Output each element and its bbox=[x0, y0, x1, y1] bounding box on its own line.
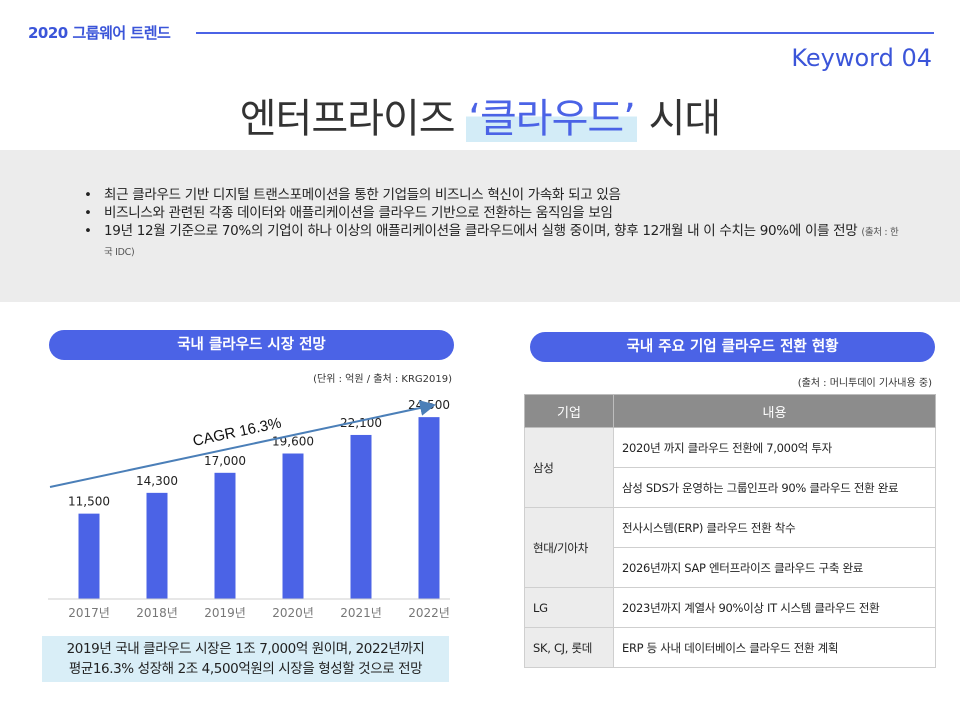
content-cell: 2020년 까지 클라우드 전환에 7,000억 투자 bbox=[613, 427, 936, 468]
bar-value-label: 19,600 bbox=[272, 435, 314, 449]
cagr-annotation: CAGR 16.3% bbox=[191, 415, 283, 450]
summary-box: 최근 클라우드 기반 디지털 트랜스포메이션을 통한 기업들의 비즈니스 혁신이… bbox=[0, 150, 960, 302]
table-row: 2026년까지 SAP 엔터프라이즈 클라우드 구축 완료 bbox=[525, 547, 936, 588]
title-highlight: ‘클라우드’ bbox=[466, 96, 637, 142]
table-row: 삼성 SDS가 운영하는 그룹인프라 90% 클라우드 전환 완료 bbox=[525, 467, 936, 508]
bar-value-label: 22,100 bbox=[340, 416, 382, 430]
page-title: 엔터프라이즈 ‘클라우드’ 시대 bbox=[0, 86, 960, 144]
summary-source-note: (출처 : 한국 IDC) bbox=[104, 227, 899, 258]
x-tick-label: 2017년 bbox=[68, 606, 110, 620]
bar-value-label: 11,500 bbox=[68, 495, 110, 509]
summary-bullet-1: 최근 클라우드 기반 디지털 트랜스포메이션을 통한 기업들의 비즈니스 혁신이… bbox=[84, 186, 904, 204]
chart-caption-line-1: 2019년 국내 클라우드 시장은 1조 7,000억 원이며, 2022년까지 bbox=[66, 641, 425, 657]
chart-unit-note: (단위 : 억원 / 출처 : KRG2019) bbox=[313, 374, 452, 385]
company-cloud-table: 기업 내용 삼성 2020년 까지 클라우드 전환에 7,000억 투자 삼성 SD… bbox=[524, 394, 936, 668]
bar-2018년 bbox=[146, 492, 168, 599]
content-cell: 전사시스템(ERP) 클라우드 전환 착수 bbox=[613, 507, 936, 548]
table-header-row: 기업 내용 bbox=[524, 394, 936, 428]
bar-value-label: 17,000 bbox=[204, 454, 246, 468]
x-tick-label: 2022년 bbox=[408, 606, 450, 620]
summary-list: 최근 클라우드 기반 디지털 트랜스포메이션을 통한 기업들의 비즈니스 혁신이… bbox=[84, 186, 904, 262]
company-status-heading: 국내 주요 기업 클라우드 전환 현황 bbox=[530, 332, 935, 362]
content-cell: ERP 등 사내 데이터베이스 클라우드 전환 계획 bbox=[613, 627, 936, 668]
x-tick-label: 2020년 bbox=[272, 606, 314, 620]
table-row: LG 2023년까지 계열사 90%이상 IT 시스템 클라우드 전환 bbox=[524, 587, 936, 628]
content-cell: 2026년까지 SAP 엔터프라이즈 클라우드 구축 완료 bbox=[613, 547, 936, 588]
title-after: 시대 bbox=[636, 96, 722, 142]
table-source-note: (출처 : 머니투데이 기사내용 중) bbox=[797, 378, 932, 389]
table-header-content: 내용 bbox=[613, 394, 936, 428]
cagr-trend-arrow bbox=[49, 400, 436, 488]
summary-bullet-2: 비즈니스와 관련된 각종 데이터와 애플리케이션을 클라우드 기반으로 전환하는… bbox=[84, 204, 904, 222]
table-row: 삼성 2020년 까지 클라우드 전환에 7,000억 투자 bbox=[524, 427, 936, 508]
summary-bullet-3-text: 19년 12월 기준으로 70%의 기업이 하나 이상의 애플리케이션을 클라우… bbox=[104, 223, 858, 239]
header-divider bbox=[196, 32, 934, 34]
x-tick-label: 2019년 bbox=[204, 606, 246, 620]
x-tick-label: 2021년 bbox=[340, 606, 382, 620]
bar-2017년 bbox=[78, 513, 100, 599]
market-outlook-heading: 국내 클라우드 시장 전망 bbox=[49, 330, 454, 360]
company-cell: 현대/기아차 bbox=[524, 507, 614, 588]
table-row: 현대/기아차 전사시스템(ERP) 클라우드 전환 착수 bbox=[524, 507, 936, 588]
summary-bullet-3: 19년 12월 기준으로 70%의 기업이 하나 이상의 애플리케이션을 클라우… bbox=[84, 222, 904, 262]
header-tag: 2020 그룹웨어 트렌드 bbox=[28, 24, 171, 42]
chart-caption: 2019년 국내 클라우드 시장은 1조 7,000억 원이며, 2022년까지… bbox=[42, 636, 449, 682]
bar-value-label: 14,300 bbox=[136, 474, 178, 488]
bar-2019년 bbox=[214, 472, 236, 599]
table-header-company: 기업 bbox=[524, 394, 614, 428]
company-cell: SK, CJ, 롯데 bbox=[524, 627, 614, 668]
company-cell: 삼성 bbox=[524, 427, 614, 508]
bar-2020년 bbox=[282, 453, 304, 599]
bar-2021년 bbox=[350, 434, 372, 599]
content-cell: 2023년까지 계열사 90%이상 IT 시스템 클라우드 전환 bbox=[613, 587, 936, 628]
x-tick-label: 2018년 bbox=[136, 606, 178, 620]
company-cell: LG bbox=[524, 587, 614, 628]
bar-2022년 bbox=[418, 417, 440, 599]
table-row: SK, CJ, 롯데 ERP 등 사내 데이터베이스 클라우드 전환 계획 bbox=[524, 627, 936, 668]
keyword-label: Keyword 04 bbox=[791, 44, 932, 72]
content-cell: 삼성 SDS가 운영하는 그룹인프라 90% 클라우드 전환 완료 bbox=[613, 467, 936, 508]
chart-caption-line-2: 평균16.3% 성장해 2조 4,500억원의 시장을 형성할 것으로 전망 bbox=[68, 661, 423, 677]
title-before: 엔터프라이즈 bbox=[239, 96, 467, 142]
